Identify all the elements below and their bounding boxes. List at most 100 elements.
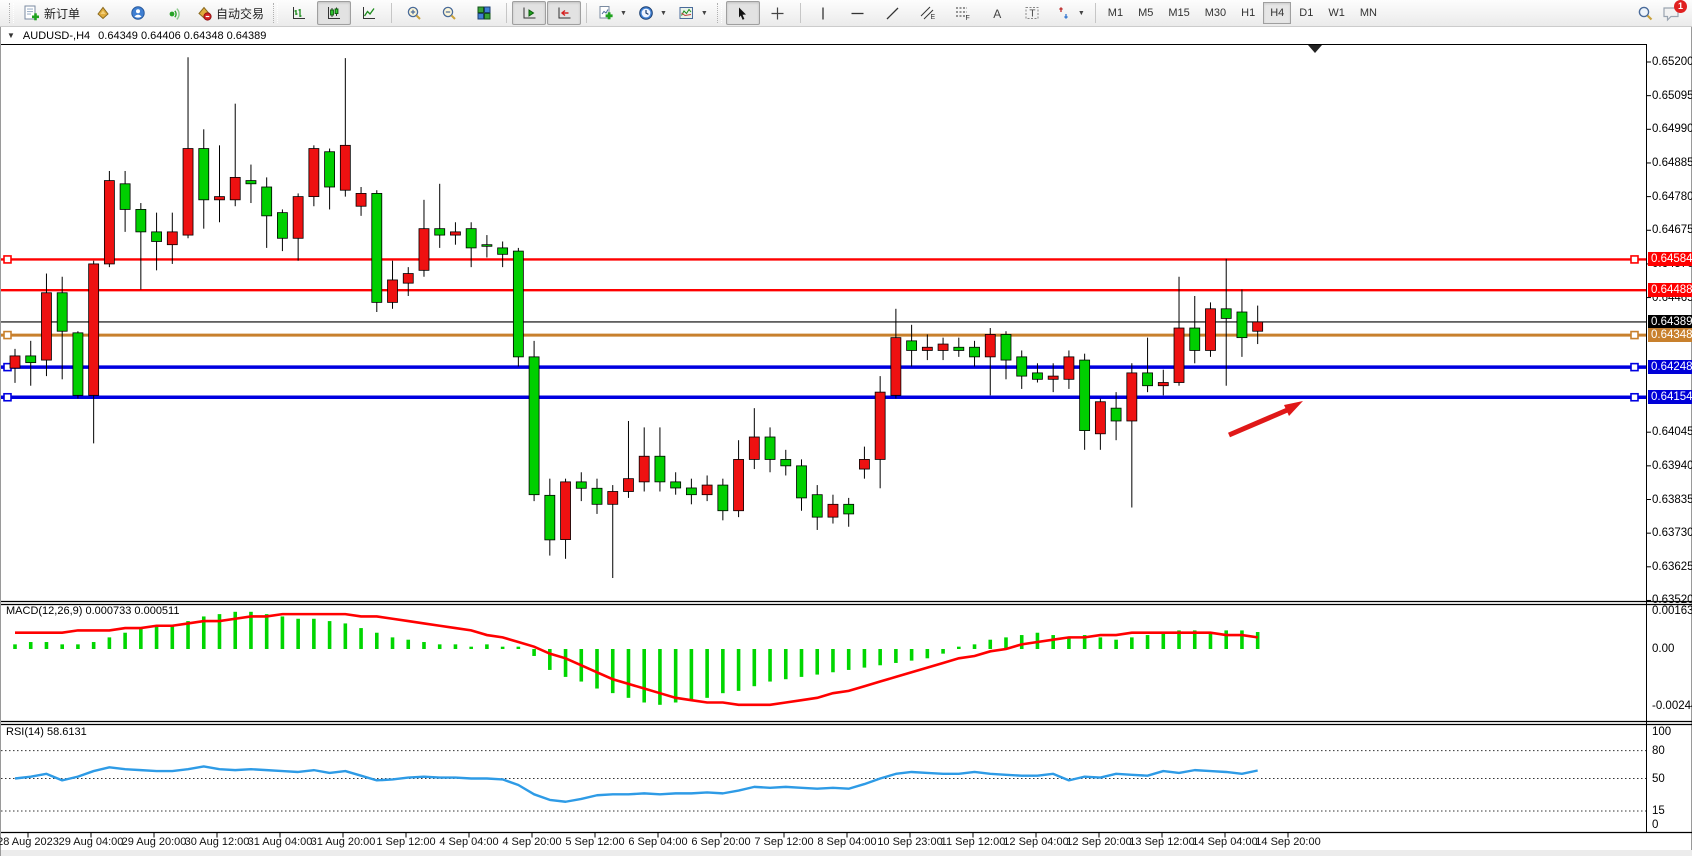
text-icon: A	[994, 7, 1002, 21]
candle-body	[638, 455, 650, 483]
timeframe-mn-button[interactable]: MN	[1359, 7, 1377, 19]
timeframe-m1-button[interactable]: M1	[1107, 7, 1124, 19]
tile-windows-icon	[477, 6, 491, 20]
time-axis-label: 12 Sep 04:00	[1003, 836, 1069, 848]
trend-arrow[interactable]	[1228, 405, 1293, 438]
templates-dropdown[interactable]: ▼	[673, 1, 713, 25]
hline-handle[interactable]	[3, 330, 12, 340]
hline-handle[interactable]	[1630, 330, 1639, 340]
hline-handle[interactable]	[3, 255, 12, 264]
timeframe-w1-button[interactable]: W1	[1328, 7, 1345, 19]
candle-body	[465, 228, 477, 249]
candle-body	[88, 263, 100, 396]
zoom-in-button[interactable]	[397, 1, 431, 25]
channel-tool-button[interactable]: E	[911, 1, 945, 25]
price-line-label: 0.64488	[1648, 283, 1692, 298]
autotrading-label: 自动交易	[216, 6, 265, 21]
template-icon	[679, 7, 693, 19]
hline-handle[interactable]	[1630, 392, 1639, 402]
line-chart-icon	[363, 7, 376, 19]
price-line-label: 0.64389	[1648, 314, 1692, 329]
toolbar-separator	[799, 3, 801, 23]
candle-body	[512, 250, 524, 358]
tile-windows-button[interactable]	[467, 1, 501, 25]
candle-body	[1220, 308, 1232, 319]
candle-body	[135, 209, 147, 233]
chevron-down-icon: ▼	[1077, 9, 1085, 17]
rsi-axis-label: 100	[1652, 726, 1672, 738]
text-label-tool-button[interactable]: T	[1016, 1, 1050, 25]
fibonacci-tool-button[interactable]: F	[946, 1, 980, 25]
text-label-icon: T	[1025, 7, 1039, 20]
search-icon[interactable]	[1637, 5, 1654, 22]
chart-body[interactable]: 0.65200 0.65095 0.64990 0.64885 0.64780 0.646…	[0, 44, 1692, 856]
time-axis-label: 1 Sep 12:00	[376, 836, 436, 848]
chart-shift-marker-icon[interactable]	[1308, 45, 1322, 53]
time-axis-label: 10 Sep 23:00	[877, 836, 943, 848]
horizontal-line-tool-button[interactable]	[841, 1, 875, 25]
timeframe-h4-button[interactable]: H4	[1263, 2, 1292, 24]
candlestick-chart-button[interactable]	[317, 1, 352, 25]
timeframe-d1-button[interactable]: D1	[1299, 7, 1314, 19]
arrows-tool-icon	[1058, 7, 1068, 19]
text-tool-button[interactable]: A	[981, 1, 1015, 25]
svg-text:T: T	[1030, 9, 1036, 20]
line-chart-button[interactable]	[352, 1, 386, 25]
zoom-out-button[interactable]	[432, 1, 466, 25]
candle-body	[1032, 372, 1043, 380]
equidistant-channel-icon: E	[920, 6, 936, 21]
time-axis-label: 30 Aug 12:00	[184, 836, 250, 848]
candle-body	[906, 340, 918, 351]
candle-body	[497, 247, 509, 255]
hline-handle[interactable]	[3, 392, 12, 402]
chevron-down-icon: ▼	[700, 9, 708, 17]
collapse-chart-icon[interactable]: ▼	[7, 31, 15, 40]
timeframe-h1-button[interactable]: H1	[1241, 7, 1256, 19]
candle-body	[182, 148, 194, 236]
candle-body	[811, 494, 823, 518]
candle-body	[528, 356, 540, 496]
timeframe-m30-button[interactable]: M30	[1204, 7, 1227, 19]
community-button[interactable]	[121, 1, 155, 25]
periods-dropdown[interactable]: ▼	[633, 1, 672, 25]
trendline-tool-button[interactable]	[876, 1, 910, 25]
candle-body	[780, 459, 792, 467]
candle-body	[245, 180, 257, 185]
svg-text:A: A	[994, 7, 1002, 21]
styler-icon	[97, 6, 109, 20]
signals-button[interactable]	[156, 1, 190, 25]
hline-handle[interactable]	[1630, 255, 1639, 264]
zoom-out-icon	[442, 6, 456, 20]
crosshair-button[interactable]	[761, 1, 795, 25]
candle-body	[859, 459, 870, 470]
candle-body	[418, 228, 430, 271]
new-order-label: 新订单	[44, 6, 81, 21]
arrows-tool-dropdown[interactable]: ▼	[1051, 1, 1090, 25]
timeframe-m5-button[interactable]: M5	[1138, 7, 1154, 19]
new-order-button[interactable]: 新订单	[18, 1, 85, 25]
vertical-line-tool-button[interactable]	[806, 1, 840, 25]
toolbar-separator	[1094, 3, 1096, 23]
bar-chart-button[interactable]	[282, 1, 316, 25]
svg-text:E: E	[931, 14, 936, 21]
candle-body	[1173, 327, 1185, 383]
new-chart-dropdown[interactable]: ▼	[592, 1, 632, 25]
candle-body	[921, 346, 933, 351]
rsi-axis-label: 80	[1652, 744, 1665, 757]
notifications-chat-button[interactable]: 1	[1662, 0, 1687, 22]
styler-button[interactable]	[86, 1, 120, 25]
candle-body	[72, 332, 84, 396]
timeframe-m15-button[interactable]: M15	[1168, 7, 1190, 19]
candle-body	[371, 193, 383, 303]
hline-handle[interactable]	[1630, 362, 1639, 372]
chart-shift-button[interactable]	[547, 1, 582, 25]
autotrading-button[interactable]: 自动交易	[191, 1, 269, 25]
price-line-label: 0.64154	[1648, 390, 1692, 405]
candle-body	[843, 503, 855, 515]
chart-canvas[interactable]	[1, 44, 1692, 856]
clock-icon	[639, 6, 653, 20]
candle-body	[1126, 372, 1138, 422]
candle-body	[1000, 334, 1012, 361]
auto-scroll-button[interactable]	[512, 1, 547, 25]
cursor-button[interactable]	[725, 1, 760, 25]
